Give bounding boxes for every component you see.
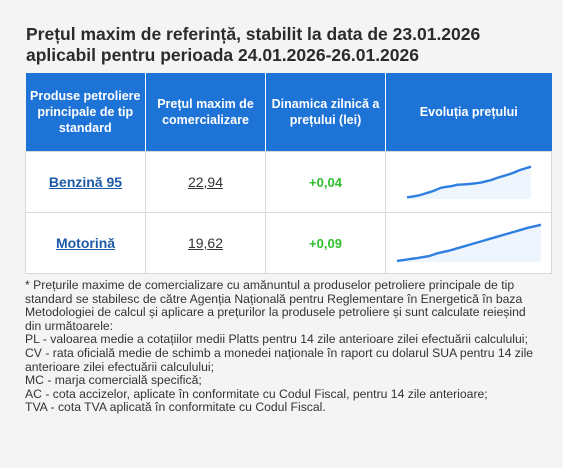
- price-value: 19,62: [187, 235, 224, 251]
- change-value: +0,09: [309, 236, 342, 251]
- sparkline-area: [406, 166, 531, 199]
- note-intro: * Prețurile maxime de comercializare cu …: [25, 278, 526, 333]
- change-cell: +0,04: [265, 151, 386, 213]
- title-line-2: aplicabil pentru perioada 24.01.2026-26.…: [26, 45, 419, 65]
- note-ac: AC - cota accizelor, aplicate în conform…: [25, 386, 488, 401]
- product-cell: Benzină 95: [25, 151, 146, 213]
- table-header-row: Produse petroliere principale de tip sta…: [25, 73, 552, 152]
- sparkline-area: [396, 224, 541, 262]
- note-pl: PL - valoarea medie a cotațiilor medii P…: [25, 332, 528, 347]
- column-header-price: Prețul maxim de comercializare: [145, 73, 266, 152]
- product-link-benzina-95[interactable]: Benzină 95: [48, 174, 123, 190]
- page-title: Prețul maxim de referință, stabilit la d…: [26, 24, 546, 66]
- price-value: 22,94: [187, 174, 224, 190]
- note-mc: MC - marja comercială specifică;: [25, 373, 202, 388]
- methodology-notes: * Prețurile maxime de comercializare cu …: [25, 278, 545, 415]
- fuel-price-table: Produse petroliere principale de tip sta…: [25, 73, 552, 274]
- column-header-trend: Evoluția prețului: [385, 73, 552, 152]
- table-row: Motorină 19,62 +0,09: [25, 212, 552, 274]
- change-cell: +0,09: [265, 212, 386, 274]
- price-cell: 22,94: [145, 151, 266, 213]
- table-row: Benzină 95 22,94 +0,04: [25, 151, 552, 213]
- product-link-motorina[interactable]: Motorină: [55, 235, 116, 251]
- trend-cell: [385, 151, 552, 213]
- sparkline-line: [396, 223, 541, 263]
- product-cell: Motorină: [25, 212, 146, 274]
- price-cell: 19,62: [145, 212, 266, 274]
- change-value: +0,04: [309, 175, 342, 190]
- trend-cell: [385, 212, 552, 274]
- column-header-product: Produse petroliere principale de tip sta…: [25, 73, 146, 152]
- trend-sparkline-0: [406, 165, 531, 199]
- note-cv: CV - rata oficială medie de schimb a mon…: [25, 345, 534, 374]
- note-tva: TVA - cota TVA aplicată în conformitate …: [25, 400, 326, 415]
- title-line-1: Prețul maxim de referință, stabilit la d…: [26, 24, 481, 44]
- trend-sparkline-1: [396, 223, 541, 263]
- sparkline-line: [406, 165, 531, 199]
- column-header-change: Dinamica zilnică a prețului (lei): [265, 73, 386, 152]
